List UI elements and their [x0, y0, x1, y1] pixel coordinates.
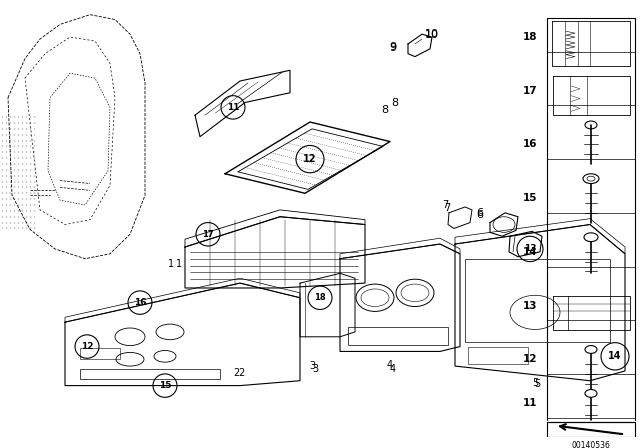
Text: 17: 17 — [202, 230, 214, 239]
Text: 15: 15 — [159, 381, 172, 390]
Text: 6: 6 — [477, 210, 483, 220]
Bar — [80, 369, 220, 379]
Text: 4: 4 — [387, 360, 393, 370]
Text: 10: 10 — [425, 29, 439, 39]
Text: 12: 12 — [522, 354, 537, 364]
Text: 12: 12 — [81, 342, 93, 351]
Text: 6: 6 — [477, 208, 483, 218]
Text: 9: 9 — [389, 42, 397, 52]
Text: 10: 10 — [425, 30, 439, 40]
Text: 5: 5 — [532, 378, 538, 388]
Text: 4: 4 — [390, 364, 396, 374]
Text: 2: 2 — [238, 368, 244, 378]
Bar — [468, 347, 528, 364]
Text: 14: 14 — [608, 351, 621, 362]
Text: 9: 9 — [389, 43, 397, 53]
Text: 14: 14 — [522, 247, 537, 257]
Bar — [348, 327, 448, 345]
Text: 8: 8 — [381, 105, 388, 115]
Text: 8: 8 — [392, 98, 399, 108]
Text: 16: 16 — [522, 139, 537, 150]
Text: 3: 3 — [312, 364, 318, 374]
Text: 18: 18 — [314, 293, 326, 302]
Text: 7: 7 — [442, 200, 448, 210]
Text: 7: 7 — [444, 203, 450, 213]
Text: 16: 16 — [134, 298, 147, 307]
Text: 13: 13 — [522, 301, 537, 310]
Bar — [80, 348, 120, 359]
Text: 1: 1 — [176, 258, 182, 268]
Text: 00140536: 00140536 — [572, 441, 611, 448]
Bar — [465, 258, 610, 342]
Text: 11: 11 — [227, 103, 239, 112]
Text: 1: 1 — [168, 258, 174, 268]
Text: 17: 17 — [522, 86, 537, 96]
Text: 3: 3 — [309, 361, 315, 371]
Text: 18: 18 — [522, 32, 537, 42]
Text: 15: 15 — [522, 193, 537, 203]
Text: 5: 5 — [534, 379, 540, 389]
Text: 12: 12 — [303, 154, 317, 164]
Text: 13: 13 — [524, 245, 536, 254]
Text: 2: 2 — [233, 368, 239, 378]
Text: 11: 11 — [522, 398, 537, 408]
